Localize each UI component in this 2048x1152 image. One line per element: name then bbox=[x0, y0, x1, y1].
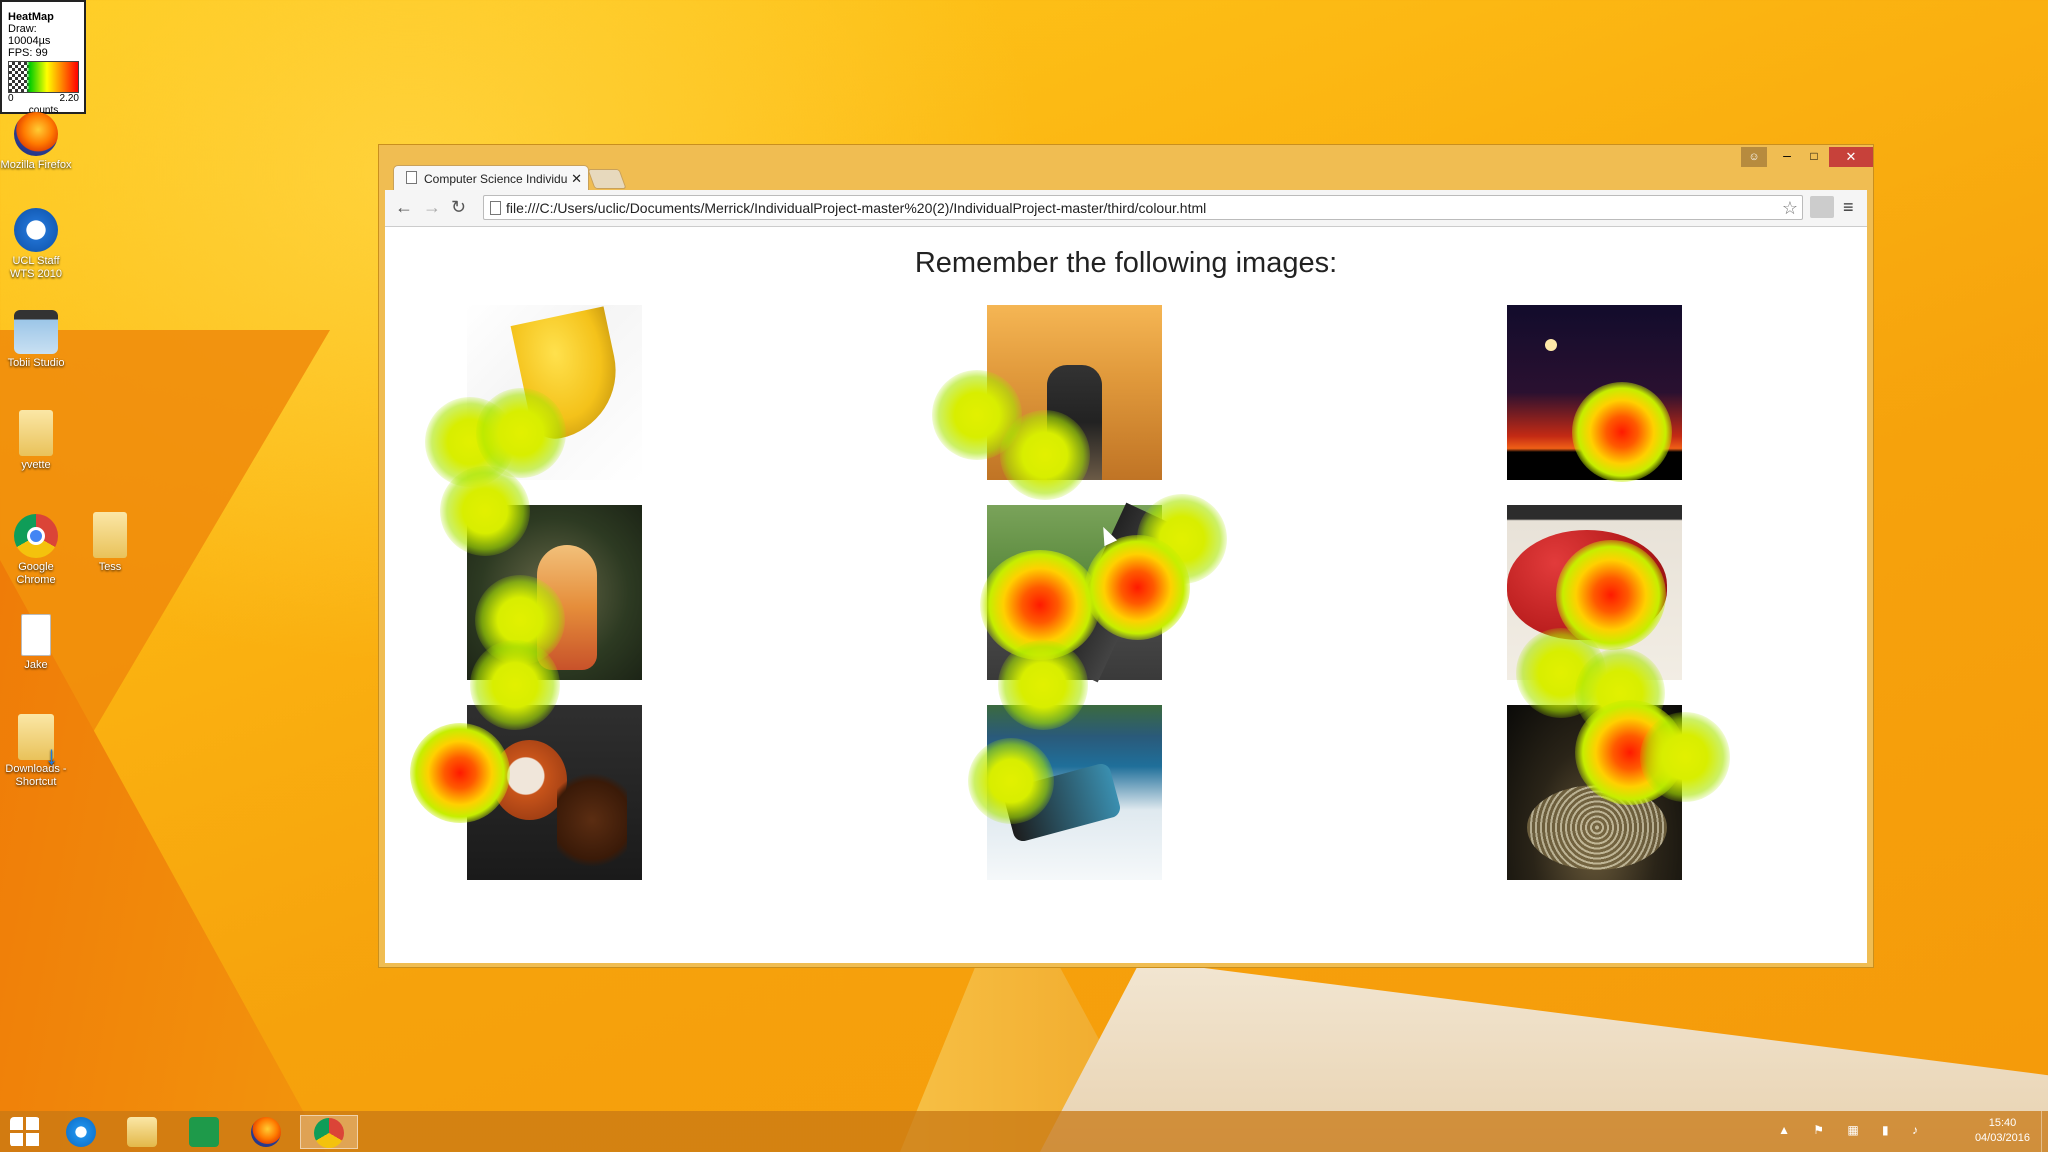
remote-desktop-icon bbox=[14, 208, 58, 252]
desktop-icon-label: Tobii Studio bbox=[7, 357, 65, 369]
desktop-icon-ucl-staff[interactable]: UCL Staff WTS 2010 bbox=[0, 208, 72, 281]
new-tab-button[interactable] bbox=[587, 169, 627, 189]
menu-icon[interactable]: ≡ bbox=[1843, 197, 1854, 217]
desktop-icon-jake[interactable]: Jake bbox=[0, 614, 72, 672]
taskbar-file-explorer[interactable] bbox=[119, 1115, 165, 1149]
user-profile-button[interactable]: ☺ bbox=[1741, 147, 1767, 167]
browser-toolbar: ← → ↻ file:///C:/Users/uclic/Documents/M… bbox=[385, 190, 1867, 227]
heatmap-title: HeatMap bbox=[8, 11, 54, 23]
internet-explorer-icon bbox=[66, 1117, 96, 1147]
close-window-button[interactable]: ✕ bbox=[1829, 147, 1873, 167]
forward-arrow-icon[interactable]: → bbox=[423, 197, 441, 217]
start-icon bbox=[10, 1117, 40, 1147]
browser-window: ☺ – □ ✕ Computer Science Individu ✕ ← → … bbox=[378, 144, 1874, 968]
folder-icon bbox=[19, 410, 53, 456]
minimize-button[interactable]: – bbox=[1783, 147, 1791, 163]
taskbar-chrome[interactable] bbox=[300, 1115, 358, 1149]
downloads-folder-icon bbox=[18, 714, 58, 762]
image-pearls bbox=[1507, 705, 1682, 880]
reload-icon[interactable]: ↻ bbox=[451, 197, 467, 217]
scale-min: 0 bbox=[8, 93, 14, 104]
clock-date: 04/03/2016 bbox=[1974, 1132, 2030, 1144]
chrome-icon bbox=[314, 1118, 344, 1148]
taskbar: ▲ ⚑ ▦ ▮ ♪ 15:40 04/03/2016 bbox=[0, 1111, 2048, 1152]
image-strawberry-tart bbox=[1507, 505, 1682, 680]
image-giraffe-toy bbox=[467, 505, 642, 680]
heatmap-legend: HeatMap Draw: 10004µs FPS: 99 0 2.20 coun… bbox=[0, 0, 86, 116]
browser-tab[interactable]: Computer Science Individu ✕ bbox=[393, 165, 589, 191]
url-text: file:///C:/Users/uclic/Documents/Merrick… bbox=[506, 200, 1207, 216]
desktop-icon-label: Tess bbox=[98, 561, 122, 573]
page-content: Remember the following images: bbox=[385, 227, 1867, 963]
scale-unit: counts bbox=[28, 105, 59, 116]
chrome-icon bbox=[14, 514, 58, 558]
document-icon bbox=[21, 614, 51, 656]
desktop-icon-downloads-shortcut[interactable]: Downloads - Shortcut bbox=[0, 714, 72, 789]
taskbar-store[interactable] bbox=[181, 1115, 227, 1149]
clock[interactable]: 15:40 04/03/2016 bbox=[1975, 1116, 2030, 1146]
desktop-icon-yvette[interactable]: yvette bbox=[0, 410, 72, 472]
file-explorer-icon bbox=[127, 1117, 157, 1147]
page-icon bbox=[490, 201, 501, 215]
desktop-icon-label: Google Chrome bbox=[16, 561, 56, 586]
firefox-icon bbox=[14, 112, 58, 156]
image-desert-feet bbox=[987, 305, 1162, 480]
clock-time: 15:40 bbox=[1988, 1117, 2017, 1129]
desktop-icon-label: yvette bbox=[21, 459, 51, 471]
start-button[interactable] bbox=[2, 1115, 48, 1149]
image-leg-grass bbox=[987, 505, 1162, 680]
maximize-button[interactable]: □ bbox=[1810, 149, 1818, 163]
close-tab-icon[interactable]: ✕ bbox=[571, 171, 582, 186]
back-arrow-icon[interactable]: ← bbox=[395, 197, 413, 217]
desktop-icon-tobii-studio[interactable]: Tobii Studio bbox=[0, 310, 72, 370]
tobii-studio-icon bbox=[14, 310, 58, 354]
address-bar[interactable]: file:///C:/Users/uclic/Documents/Merrick… bbox=[483, 195, 1803, 220]
firefox-icon bbox=[251, 1117, 281, 1147]
store-icon bbox=[189, 1117, 219, 1147]
desktop-icon-chrome[interactable]: Google Chrome bbox=[0, 514, 72, 587]
heatmap-color-scale bbox=[8, 61, 79, 93]
show-desktop-button[interactable] bbox=[2041, 1111, 2048, 1152]
taskbar-firefox[interactable] bbox=[243, 1115, 289, 1149]
desktop-icon-tess[interactable]: Tess bbox=[74, 512, 146, 574]
page-icon bbox=[406, 171, 417, 184]
heatmap-draw-time: Draw: 10004µs bbox=[8, 23, 51, 47]
image-jet-ski bbox=[987, 705, 1162, 880]
extension-icon[interactable] bbox=[1810, 196, 1834, 218]
image-coffee-cup bbox=[467, 705, 642, 880]
heatmap-fps: FPS: 99 bbox=[8, 47, 48, 59]
desktop-icon-firefox[interactable]: Mozilla Firefox bbox=[0, 112, 72, 172]
bookmark-star-icon[interactable]: ☆ bbox=[1781, 198, 1798, 218]
taskbar-internet-explorer[interactable] bbox=[58, 1115, 104, 1149]
desktop-icon-label: Mozilla Firefox bbox=[0, 159, 72, 171]
scale-max: 2.20 bbox=[59, 93, 79, 104]
folder-icon bbox=[93, 512, 127, 558]
page-heading: Remember the following images: bbox=[914, 247, 1338, 279]
desktop-icon-label: UCL Staff WTS 2010 bbox=[10, 255, 62, 280]
tab-title: Computer Science Individu bbox=[424, 172, 568, 186]
image-moon-sunset bbox=[1507, 305, 1682, 480]
system-tray[interactable]: ▲ ⚑ ▦ ▮ ♪ bbox=[1778, 1123, 1928, 1137]
desktop-icon-label: Jake bbox=[24, 659, 48, 671]
image-bananas bbox=[467, 305, 642, 480]
